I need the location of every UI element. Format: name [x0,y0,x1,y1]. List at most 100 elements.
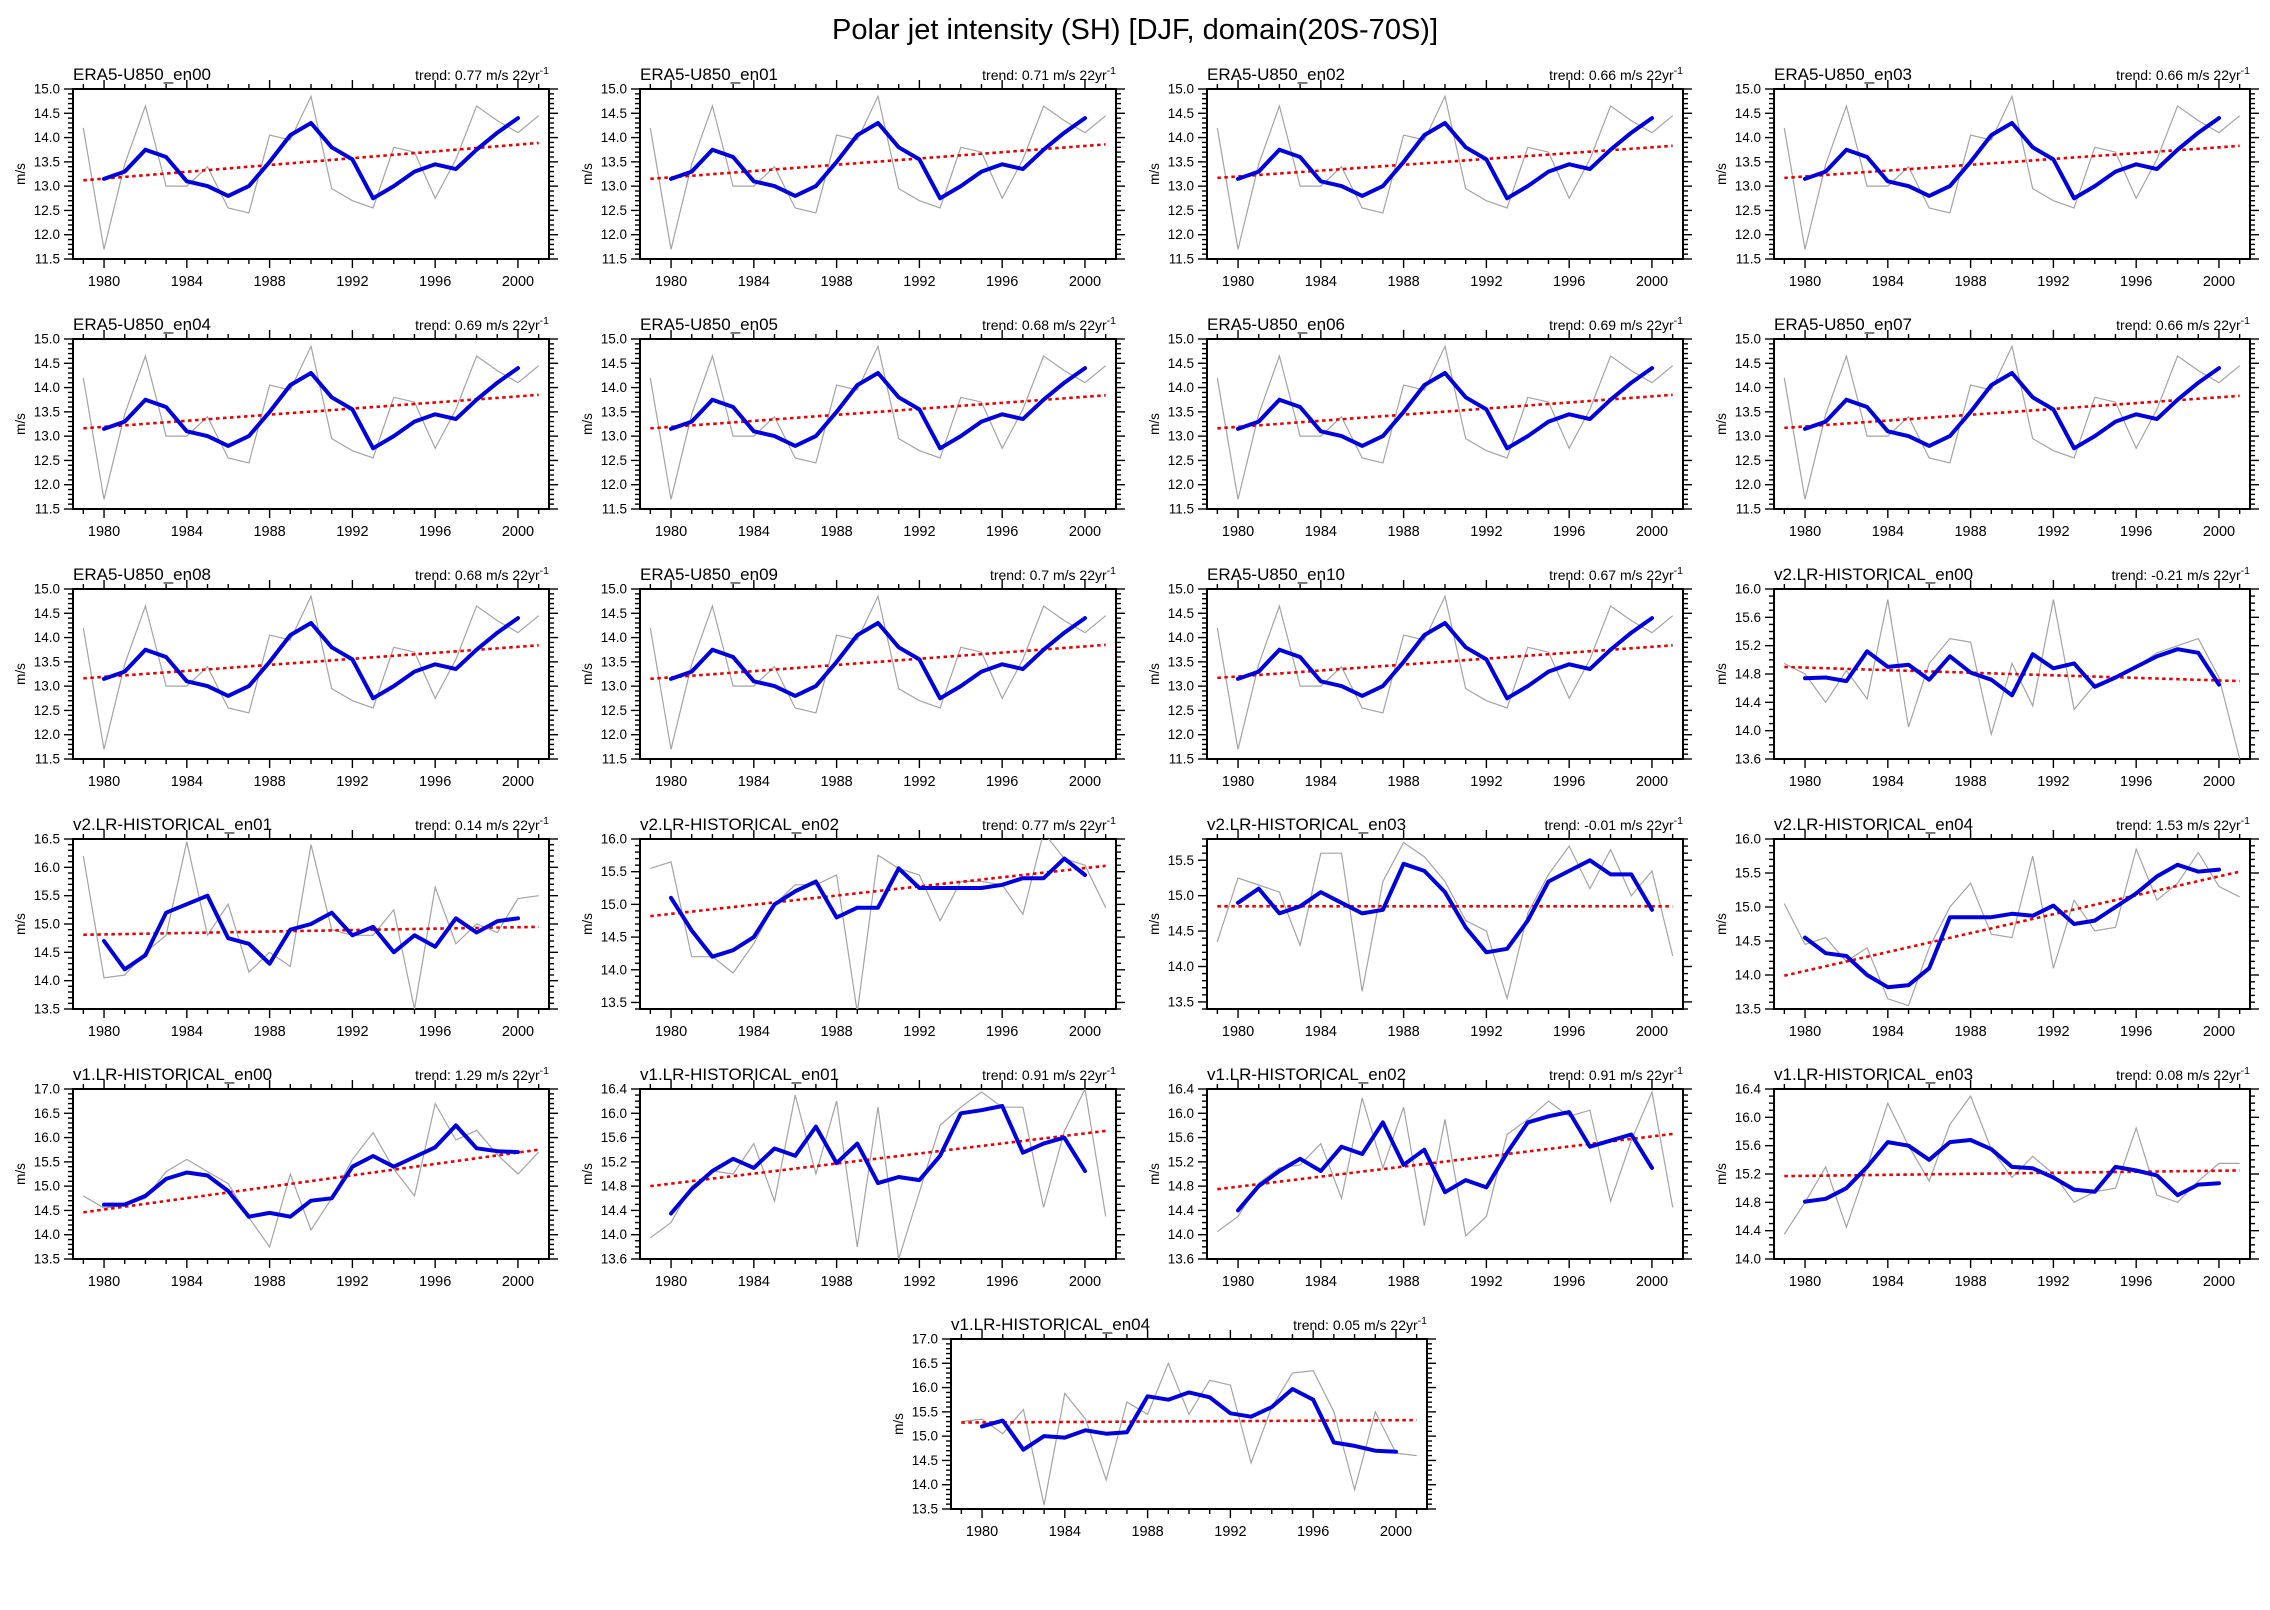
axis-ticks [64,580,558,768]
panel-ERA5-U850_en09: 1980 1984 1988 1992 1996 2000 11.5 12.0 12.5 13.0… [568,555,1135,805]
smoothed-series-line [669,116,1087,201]
plot-frame [950,1338,1428,1510]
annual-series-line [649,594,1107,750]
y-tick-label: 11.5 [1736,502,1761,517]
panel-title: ERA5-U850_en00 [73,65,211,84]
x-tick-label: 1992 [1470,524,1502,540]
x-tick-label: 1980 [88,1024,120,1040]
y-tick-label: 14.0 [1168,959,1194,974]
y-tick-label: 15.2 [1735,638,1761,653]
smoothed-series-line [1803,862,2221,990]
x-tick-label: 1992 [1470,274,1502,290]
y-tick-label: 11.5 [35,502,60,517]
x-tick-label: 2000 [1069,1274,1101,1290]
chart-v1.LR-HISTORICAL_en04: 1980 1984 1988 1992 1996 2000 13.5 14.0 14.5 15.0… [891,1315,1436,1540]
panel-title: ERA5-U850_en09 [640,565,778,584]
y-tick-label: 15.0 [1735,82,1761,97]
x-tick-label: 1980 [1789,1024,1821,1040]
x-tick-label: 1996 [986,524,1018,540]
x-tick-label: 1980 [655,1274,687,1290]
x-tick-label: 1984 [1049,1524,1081,1540]
y-tick-label: 14.0 [1168,130,1194,145]
panel-v2.LR-HISTORICAL_en02: 1980 1984 1988 1992 1996 2000 13.5 14.0 14.5 15.0… [568,805,1135,1055]
x-tick-label: 1992 [1470,774,1502,790]
chart-ERA5-U850_en01: 1980 1984 1988 1992 1996 2000 11.5 12.0 12.5 13.0… [580,65,1125,290]
y-tick-label: 15.6 [1735,1138,1761,1153]
annual-series-line [649,1089,1107,1259]
x-tick-label: 2000 [502,1274,534,1290]
trend-line [650,643,1106,681]
data-region [649,1089,1107,1259]
panel-ERA5-U850_en06: 1980 1984 1988 1992 1996 2000 11.5 12.0 12.5 13.0… [1135,305,1702,555]
x-tick-label: 1992 [336,274,368,290]
y-tick-label: 13.5 [1735,154,1761,169]
y-tick-label: 12.0 [1735,227,1761,242]
x-tick-label: 1988 [253,1274,285,1290]
chart-ERA5-U850_en04: 1980 1984 1988 1992 1996 2000 11.5 12.0 12.5 13.0… [13,315,558,540]
y-axis-label: m/s [1147,663,1162,685]
chart-v1.LR-HISTORICAL_en01: 1980 1984 1988 1992 1996 2000 13.6 14.0 14.4 14.8… [580,1065,1125,1290]
x-tick-label: 1988 [820,1024,852,1040]
x-tick-label: 1992 [2037,1024,2069,1040]
y-axis-label: m/s [580,1163,595,1185]
x-tick-label: 1984 [1305,1274,1337,1290]
data-region [82,344,540,500]
y-tick-label: 15.0 [34,82,60,97]
x-tick-label: 1980 [1789,524,1821,540]
y-tick-label: 14.8 [1735,1195,1761,1210]
y-axis-label: m/s [1147,163,1162,185]
annual-series-line [82,594,540,750]
x-tick-label: 2000 [2203,774,2235,790]
y-tick-label: 12.5 [601,203,627,218]
trend-line [650,394,1106,430]
y-tick-label: 14.0 [601,1227,627,1242]
x-tick-label: 1980 [655,524,687,540]
x-tick-label: 1992 [336,524,368,540]
plot-frame [1206,338,1684,510]
annual-series-line [1216,344,1674,500]
y-tick-label: 12.5 [34,203,60,218]
trend-line [650,143,1106,181]
y-tick-label: 15.2 [1735,1167,1761,1182]
data-region [1783,94,2241,250]
annual-series-line [1216,841,1674,1001]
x-tick-label: 1992 [903,1274,935,1290]
trend-line [1784,144,2240,180]
y-tick-label: 13.5 [1735,1002,1761,1017]
y-tick-label: 15.5 [1735,866,1761,881]
y-tick-label: 12.0 [1168,477,1194,492]
x-tick-label: 2000 [1069,774,1101,790]
y-tick-label: 14.0 [1735,130,1761,145]
y-tick-label: 13.5 [601,995,627,1010]
trend-label: trend: 0.69 m/s 22yr-1 [415,315,549,333]
annual-series-line [1216,594,1674,750]
y-tick-label: 12.0 [601,727,627,742]
smoothed-series-line [102,1123,520,1219]
y-tick-label: 14.8 [1168,1179,1194,1194]
chart-ERA5-U850_en05: 1980 1984 1988 1992 1996 2000 11.5 12.0 12.5 13.0… [580,315,1125,540]
x-tick-label: 1980 [655,274,687,290]
trend-line [1784,394,2240,430]
panel-title: ERA5-U850_en08 [73,565,211,584]
trend-label: trend: 0.08 m/s 22yr-1 [2116,1065,2250,1083]
smoothed-series-line [1236,1110,1654,1213]
chart-ERA5-U850_en10: 1980 1984 1988 1992 1996 2000 11.5 12.0 12.5 13.0… [1147,565,1692,790]
y-axis-label: m/s [580,413,595,435]
x-tick-label: 1988 [253,774,285,790]
smoothed-series-line [1803,116,2221,201]
x-tick-label: 1984 [738,1024,770,1040]
y-tick-label: 14.0 [34,380,60,395]
y-tick-label: 14.5 [34,356,60,371]
y-tick-label: 15.5 [1168,853,1194,868]
x-tick-label: 1984 [738,524,770,540]
x-tick-label: 1996 [1553,774,1585,790]
y-tick-label: 14.0 [1735,380,1761,395]
y-tick-label: 15.0 [1168,582,1194,597]
y-tick-label: 12.5 [601,453,627,468]
panel-title: ERA5-U850_en02 [1207,65,1345,84]
panel-ERA5-U850_en03: 1980 1984 1988 1992 1996 2000 11.5 12.0 12.5 13.0… [1702,55,2269,305]
x-tick-label: 1988 [1387,1024,1419,1040]
chart-v2.LR-HISTORICAL_en00: 1980 1984 1988 1992 1996 2000 13.6 14.0 14.4 14.8… [1714,565,2259,790]
x-tick-label: 1984 [738,1274,770,1290]
x-tick-label: 1988 [253,1024,285,1040]
